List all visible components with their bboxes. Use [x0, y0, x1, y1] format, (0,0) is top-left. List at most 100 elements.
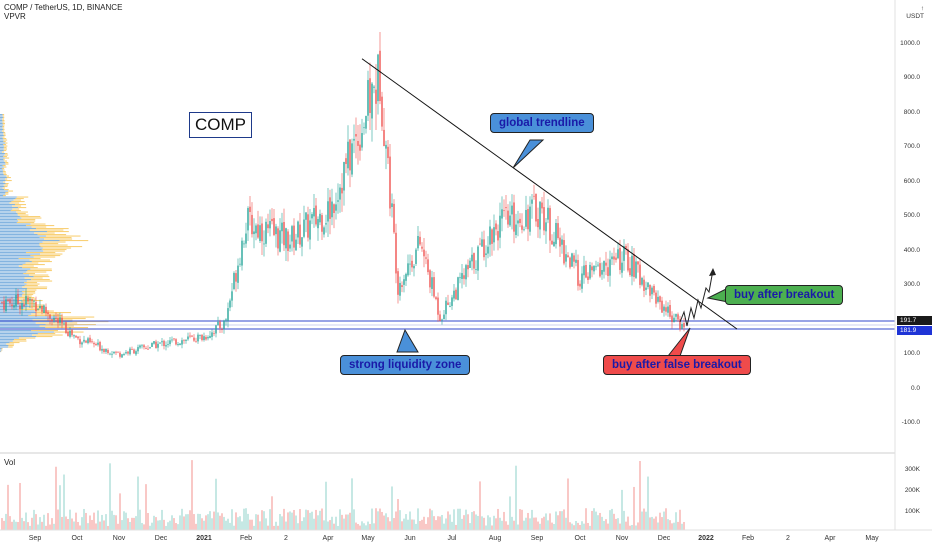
- vpvr-bar-up: [0, 120, 3, 122]
- vpvr-bar-down: [41, 249, 67, 251]
- volume-bar: [245, 508, 247, 530]
- vpvr-bar-down: [3, 147, 7, 149]
- candle-body: [127, 351, 129, 354]
- candle-body: [245, 233, 247, 244]
- vpvr-bar-up: [0, 243, 40, 245]
- vpvr-bar-up: [0, 318, 57, 320]
- time-tick-label: Sep: [530, 535, 544, 542]
- candle-body: [265, 221, 267, 244]
- vpvr-bar-up: [0, 193, 6, 195]
- candle-body: [155, 341, 157, 349]
- volume-bar: [615, 518, 617, 530]
- volume-bar: [147, 512, 149, 530]
- candle-body: [607, 267, 609, 276]
- candle-body: [513, 202, 515, 232]
- vpvr-bar-up: [0, 282, 25, 284]
- volume-bar: [451, 521, 453, 530]
- volume-bar: [375, 508, 377, 530]
- volume-bar: [131, 517, 133, 530]
- vpvr-bar-up: [0, 229, 30, 231]
- vpvr-bar-down: [39, 244, 68, 246]
- volume-bar: [241, 521, 243, 530]
- candle-body: [419, 236, 421, 245]
- vpvr-bar-down: [9, 202, 20, 204]
- vpvr-bar-up: [0, 201, 12, 203]
- callout-buy-after-false-breakout: buy after false breakout: [603, 355, 751, 375]
- vpvr-bar-up: [0, 142, 6, 144]
- candle-body: [357, 140, 359, 146]
- volume-tick-label: 100K: [904, 508, 920, 515]
- candle-body: [445, 300, 447, 315]
- price-tick-label: 900.0: [903, 74, 920, 81]
- volume-bar: [529, 518, 531, 530]
- vpvr-bar-down: [36, 312, 72, 314]
- vpvr-bar-up: [0, 114, 3, 116]
- volume-bar: [71, 518, 73, 530]
- volume-bar: [623, 510, 625, 530]
- candle-body: [453, 290, 455, 299]
- candle-body: [345, 158, 347, 165]
- volume-bar: [7, 484, 9, 530]
- volume-bar: [53, 523, 55, 530]
- volume-bar: [287, 512, 289, 530]
- price-tag-lower: 181.9: [897, 326, 932, 335]
- candle-body: [621, 262, 623, 273]
- candle-body: [251, 214, 253, 235]
- vpvr-bar-up: [0, 196, 17, 198]
- candle-body: [117, 351, 119, 353]
- vpvr-bar-down: [27, 270, 52, 272]
- candle-body: [23, 304, 25, 307]
- vpvr-bar-up: [0, 228, 37, 230]
- projection-arrowhead: [709, 268, 716, 276]
- volume-bar: [517, 524, 519, 530]
- volume-bar: [243, 508, 245, 530]
- volume-bar: [407, 519, 409, 530]
- vpvr-bar-up: [0, 235, 46, 237]
- vpvr-bar-down: [30, 306, 44, 308]
- vpvr-bar-down: [12, 208, 20, 210]
- vpvr-bar-up: [0, 289, 25, 291]
- volume-label: Vol: [4, 458, 16, 467]
- volume-bar: [545, 513, 547, 530]
- candle-body: [235, 273, 237, 282]
- candle-body: [259, 225, 261, 241]
- vpvr-bar-down: [26, 271, 47, 273]
- candle-body: [661, 300, 663, 313]
- vpvr-bar-down: [2, 120, 5, 122]
- volume-bar: [229, 522, 231, 530]
- volume-bar: [483, 517, 485, 530]
- candle-body: [571, 253, 573, 267]
- candle-body: [151, 342, 153, 347]
- candle-body: [671, 315, 673, 322]
- candle-body: [355, 134, 357, 137]
- candle-body: [75, 335, 77, 338]
- volume-bar: [299, 509, 301, 530]
- candle-body: [649, 284, 651, 296]
- volume-bar: [109, 463, 111, 530]
- vpvr-bar-up: [0, 151, 2, 153]
- vpvr-bar-up: [0, 162, 6, 164]
- volume-bar: [359, 525, 361, 530]
- candle-body: [45, 306, 47, 314]
- volume-bar: [355, 522, 357, 530]
- liquidity-zone-lines: [0, 320, 895, 330]
- vpvr-bar-up: [0, 301, 18, 303]
- vpvr-bar-down: [3, 169, 5, 171]
- volume-bar: [199, 513, 201, 530]
- volume-bar: [25, 512, 27, 530]
- candle-body: [99, 341, 101, 351]
- volume-bar: [387, 517, 389, 530]
- callout-buy-after-breakout: buy after breakout: [725, 285, 844, 305]
- volume-bar: [65, 516, 67, 530]
- vpvr-bar-up: [0, 225, 27, 227]
- candle-body: [103, 348, 105, 353]
- volume-bar: [311, 511, 313, 530]
- volume-bar: [591, 510, 593, 530]
- volume-bar: [185, 514, 187, 530]
- candle-body: [301, 237, 303, 247]
- candle-body: [221, 329, 223, 330]
- vpvr-bar-down: [2, 138, 7, 140]
- volume-bar: [55, 466, 57, 530]
- volume-bar: [209, 511, 211, 530]
